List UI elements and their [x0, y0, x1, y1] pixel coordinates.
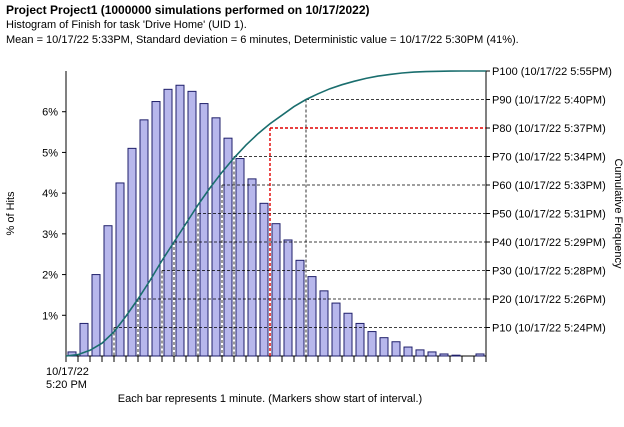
histogram-bar — [307, 276, 317, 357]
histogram-bar — [367, 331, 377, 357]
histogram-bar — [343, 312, 353, 357]
histogram-bar — [235, 158, 245, 357]
y-tick-label: 5% — [42, 147, 58, 159]
x-start-date: 10/17/22 — [46, 366, 89, 378]
y-tick-label: 2% — [42, 270, 58, 282]
histogram-bar — [175, 84, 185, 357]
x-axis-label: Each bar represents 1 minute. (Markers s… — [118, 393, 422, 405]
percentile-label: P50 (10/17/22 5:31PM) — [492, 209, 606, 221]
histogram-bar — [115, 182, 125, 357]
histogram-bar — [331, 302, 341, 357]
histogram-bar — [127, 147, 137, 357]
percentile-label: P30 (10/17/22 5:28PM) — [492, 266, 606, 278]
chart-title: Project Project1 (1000000 simulations pe… — [6, 3, 370, 17]
histogram-bar — [379, 337, 389, 357]
x-start-time: 5:20 PM — [46, 379, 87, 391]
cumulative-curve — [65, 70, 486, 357]
percentile-label: P60 (10/17/22 5:33PM) — [492, 180, 606, 192]
histogram-bar — [475, 353, 485, 357]
percentile-label: P10 (10/17/22 5:24PM) — [492, 323, 606, 335]
histogram-bar — [79, 322, 89, 357]
histogram-bar — [439, 353, 449, 357]
histogram-bar — [211, 117, 221, 357]
histogram-bar — [403, 346, 413, 357]
percentile-label: P90 (10/17/22 5:40PM) — [492, 95, 606, 107]
y-axis-label: % of Hits — [5, 191, 17, 236]
histogram-bar — [391, 341, 401, 357]
histogram-bar — [151, 101, 161, 357]
y-tick-label: 6% — [42, 107, 58, 119]
chart-subtitle: Histogram of Finish for task 'Drive Home… — [6, 19, 247, 31]
y-axis-label-right: Cumulative Frequency — [612, 158, 624, 269]
histogram-bar — [271, 223, 281, 357]
histogram-bar — [199, 103, 209, 357]
percentile-label: P40 (10/17/22 5:29PM) — [492, 237, 606, 249]
percentile-label: P100 (10/17/22 5:55PM) — [492, 66, 612, 78]
histogram-bar — [295, 259, 305, 357]
percentile-label: P70 (10/17/22 5:34PM) — [492, 152, 606, 164]
histogram-bar — [319, 290, 329, 357]
histogram-bar — [427, 351, 437, 357]
y-tick-label: 4% — [42, 188, 58, 200]
y-tick-label: 1% — [42, 310, 58, 322]
histogram-bar — [451, 354, 461, 357]
histogram-bar — [91, 274, 101, 357]
percentile-label: P20 (10/17/22 5:26PM) — [492, 294, 606, 306]
histogram-bar — [247, 178, 257, 357]
histogram-bar — [103, 225, 113, 357]
histogram-bar — [259, 202, 269, 357]
histogram-bar — [187, 90, 197, 357]
histogram-bar — [283, 239, 293, 357]
histogram-bar — [139, 119, 149, 357]
chart-stats: Mean = 10/17/22 5:33PM, Standard deviati… — [6, 34, 519, 46]
y-tick-label: 3% — [42, 229, 58, 241]
percentile-label: P80 (10/17/22 5:37PM) — [492, 123, 606, 135]
histogram-bar — [163, 88, 173, 357]
histogram-bar — [415, 349, 425, 357]
histogram-bar — [223, 137, 233, 357]
histogram-bar — [355, 322, 365, 357]
